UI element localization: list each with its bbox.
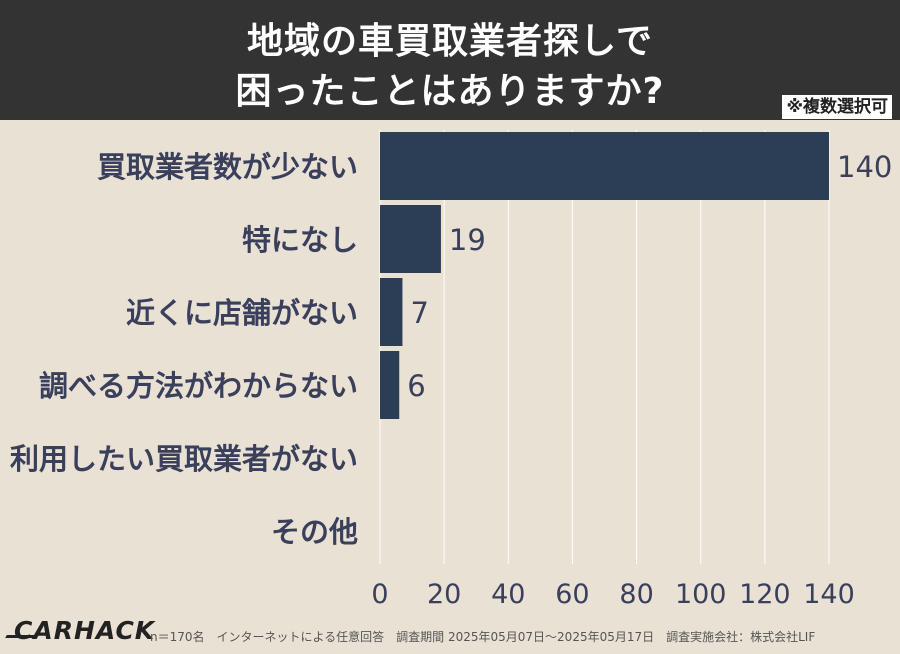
category-label-4: 利用したい買取業者がない [10, 442, 358, 476]
category-label-3: 調べる方法がわからない [39, 369, 358, 403]
chart-title-line-2: 困ったことはありますか? [235, 71, 665, 112]
category-label-0: 買取業者数が少ない [97, 150, 358, 184]
title-banner: 地域の車買取業者探しで 困ったことはありますか? [0, 0, 900, 120]
x-tick-label-60: 60 [555, 579, 589, 610]
x-tick-label-100: 100 [675, 579, 727, 610]
value-label-0: 140 [837, 150, 892, 184]
x-tick-label-120: 120 [739, 579, 791, 610]
footer: CARHACK n＝170名 インターネットによる任意回答 調査期間 2025年… [0, 612, 900, 654]
carhack-logo: CARHACK [14, 616, 156, 645]
bar-1 [380, 205, 441, 273]
multiple-choice-note: ※複数選択可 [782, 95, 892, 119]
category-label-2: 近くに店舗がない [126, 296, 358, 330]
x-tick-label-20: 20 [427, 579, 461, 610]
bar-chart: 買取業者数が少ない 140 特になし 19 近くに店舗がない 7 調べる方法がわからない 6 利… [10, 130, 892, 610]
bar-0 [380, 132, 829, 200]
chart-title-line-1: 地域の車買取業者探しで [247, 21, 653, 62]
value-label-3: 6 [407, 369, 425, 403]
bar-2 [380, 278, 403, 346]
value-label-2: 7 [410, 296, 428, 330]
x-tick-label-40: 40 [491, 579, 525, 610]
value-label-1: 19 [449, 223, 486, 257]
bar-3 [380, 351, 400, 419]
category-label-1: 特になし [242, 223, 358, 257]
survey-credits: n＝170名 インターネットによる任意回答 調査期間 2025年05月07日〜2… [150, 630, 816, 644]
category-label-5: その他 [271, 515, 358, 549]
x-tick-label-0: 0 [371, 579, 388, 610]
x-tick-label-80: 80 [619, 579, 653, 610]
x-tick-label-140: 140 [803, 579, 855, 610]
